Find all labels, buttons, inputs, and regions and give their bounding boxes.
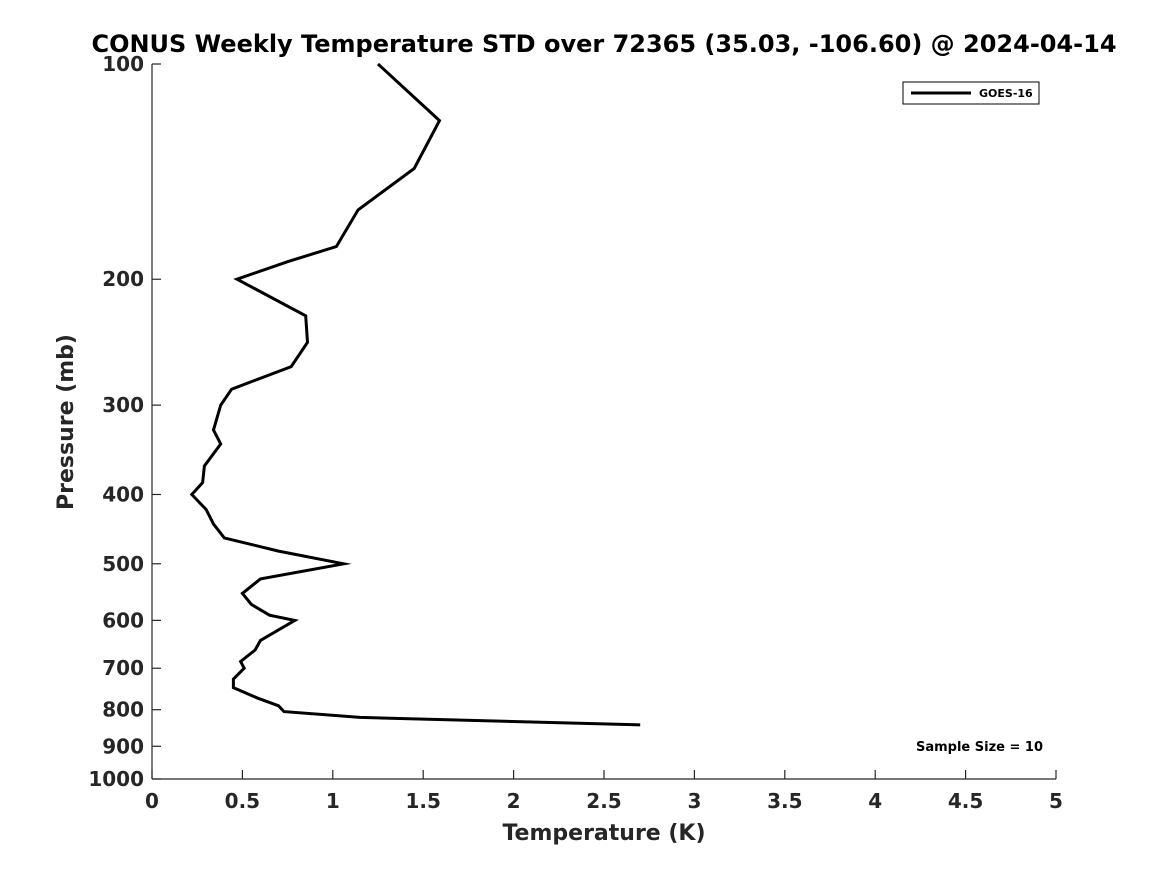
legend-label-goes-16: GOES-16 (979, 87, 1033, 100)
y-tick-label: 1000 (88, 767, 144, 791)
x-ticks: 0 0.5 1 1.5 2 2.5 3 3.5 4 4.5 5 (145, 770, 1063, 813)
y-tick-label: 300 (102, 393, 144, 417)
x-tick-label: 5 (1049, 789, 1063, 813)
x-tick-label: 2.5 (586, 789, 621, 813)
y-tick-label: 900 (102, 734, 144, 758)
series-line-goes-16 (189, 62, 641, 727)
y-tick-label: 100 (102, 52, 144, 76)
x-tick-label: 0 (145, 789, 159, 813)
x-tick-label: 1.5 (405, 789, 440, 813)
y-tick-label: 800 (102, 698, 144, 722)
y-tick-label: 600 (102, 608, 144, 632)
y-axis-label: Pressure (mb) (54, 334, 79, 510)
x-tick-label: 3 (687, 789, 701, 813)
x-tick-label: 1 (326, 789, 340, 813)
chart-title: CONUS Weekly Temperature STD over 72365 … (91, 30, 1116, 58)
x-tick-label: 2 (507, 789, 521, 813)
x-tick-label: 4.5 (948, 789, 983, 813)
y-ticks: 100 200 300 400 500 600 700 800 900 1000 (88, 52, 161, 791)
series-group (189, 62, 641, 727)
x-axis-label: Temperature (K) (502, 821, 705, 846)
sample-size-annotation: Sample Size = 10 (916, 740, 1043, 755)
x-tick-label: 0.5 (225, 789, 260, 813)
y-tick-label: 400 (102, 482, 144, 506)
y-tick-label: 700 (102, 656, 144, 680)
x-tick-label: 3.5 (767, 789, 802, 813)
x-tick-label: 4 (868, 789, 882, 813)
legend: GOES-16 (902, 81, 1040, 105)
y-tick-label: 200 (102, 267, 144, 291)
y-tick-label: 500 (102, 552, 144, 576)
